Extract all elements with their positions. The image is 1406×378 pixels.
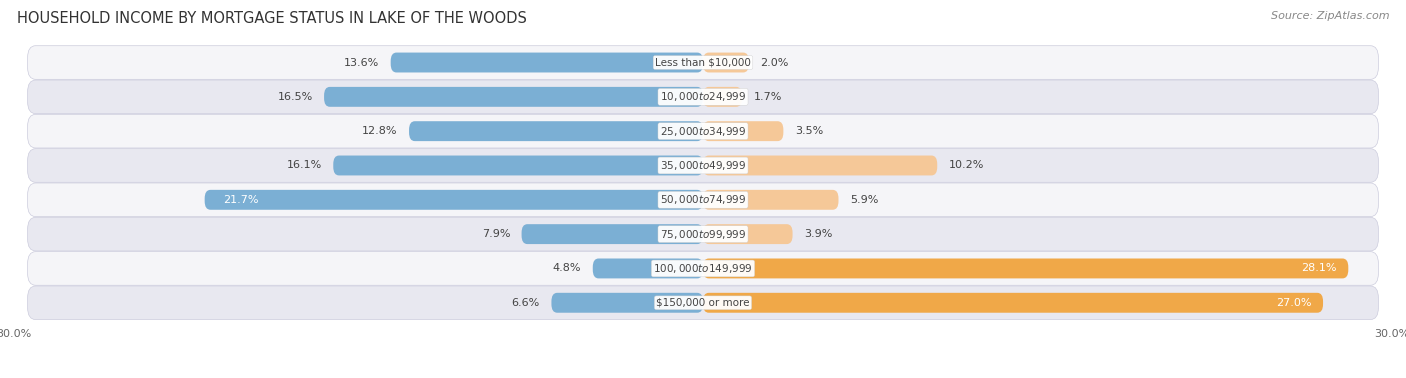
FancyBboxPatch shape <box>28 80 1378 114</box>
Text: $10,000 to $24,999: $10,000 to $24,999 <box>659 90 747 103</box>
FancyBboxPatch shape <box>323 87 703 107</box>
FancyBboxPatch shape <box>28 286 1378 319</box>
FancyBboxPatch shape <box>551 293 703 313</box>
Legend: Without Mortgage, With Mortgage: Without Mortgage, With Mortgage <box>576 375 830 378</box>
FancyBboxPatch shape <box>409 121 703 141</box>
Text: $25,000 to $34,999: $25,000 to $34,999 <box>659 125 747 138</box>
Text: $50,000 to $74,999: $50,000 to $74,999 <box>659 193 747 206</box>
FancyBboxPatch shape <box>703 293 1323 313</box>
Text: 3.9%: 3.9% <box>804 229 832 239</box>
FancyBboxPatch shape <box>703 155 938 175</box>
FancyBboxPatch shape <box>391 53 703 73</box>
Text: 7.9%: 7.9% <box>482 229 510 239</box>
Text: 2.0%: 2.0% <box>761 57 789 68</box>
Text: 6.6%: 6.6% <box>512 298 540 308</box>
FancyBboxPatch shape <box>28 115 1378 148</box>
FancyBboxPatch shape <box>205 190 703 210</box>
FancyBboxPatch shape <box>703 87 742 107</box>
Text: 5.9%: 5.9% <box>851 195 879 205</box>
Text: 1.7%: 1.7% <box>754 92 782 102</box>
Text: $35,000 to $49,999: $35,000 to $49,999 <box>659 159 747 172</box>
Text: $150,000 or more: $150,000 or more <box>657 298 749 308</box>
Text: 21.7%: 21.7% <box>224 195 259 205</box>
Text: $100,000 to $149,999: $100,000 to $149,999 <box>654 262 752 275</box>
FancyBboxPatch shape <box>703 53 749 73</box>
Text: 3.5%: 3.5% <box>794 126 823 136</box>
Text: $75,000 to $99,999: $75,000 to $99,999 <box>659 228 747 241</box>
Text: 27.0%: 27.0% <box>1277 298 1312 308</box>
Text: Source: ZipAtlas.com: Source: ZipAtlas.com <box>1271 11 1389 21</box>
FancyBboxPatch shape <box>703 224 793 244</box>
Text: 12.8%: 12.8% <box>363 126 398 136</box>
FancyBboxPatch shape <box>593 259 703 279</box>
FancyBboxPatch shape <box>333 155 703 175</box>
FancyBboxPatch shape <box>703 190 838 210</box>
Text: HOUSEHOLD INCOME BY MORTGAGE STATUS IN LAKE OF THE WOODS: HOUSEHOLD INCOME BY MORTGAGE STATUS IN L… <box>17 11 527 26</box>
Text: 10.2%: 10.2% <box>949 161 984 170</box>
FancyBboxPatch shape <box>522 224 703 244</box>
Text: 16.1%: 16.1% <box>287 161 322 170</box>
FancyBboxPatch shape <box>28 46 1378 79</box>
FancyBboxPatch shape <box>28 149 1378 182</box>
FancyBboxPatch shape <box>28 217 1378 251</box>
Text: 28.1%: 28.1% <box>1302 263 1337 273</box>
Text: 13.6%: 13.6% <box>344 57 380 68</box>
FancyBboxPatch shape <box>703 259 1348 279</box>
FancyBboxPatch shape <box>28 252 1378 285</box>
FancyBboxPatch shape <box>28 183 1378 217</box>
Text: 4.8%: 4.8% <box>553 263 581 273</box>
Text: Less than $10,000: Less than $10,000 <box>655 57 751 68</box>
FancyBboxPatch shape <box>703 121 783 141</box>
Text: 16.5%: 16.5% <box>277 92 312 102</box>
